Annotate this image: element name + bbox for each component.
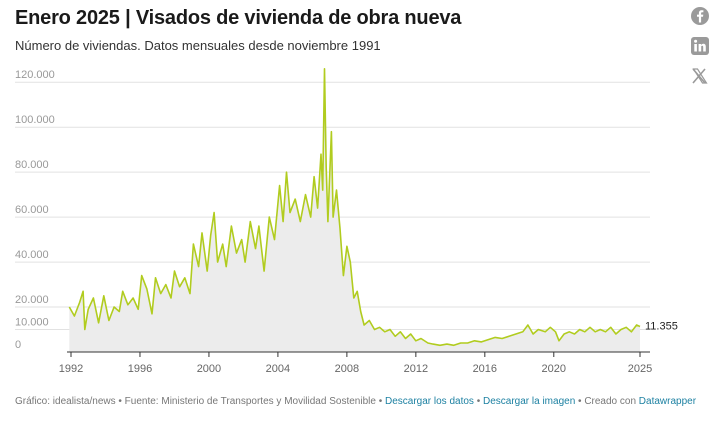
x-tick-label: 1996	[128, 363, 152, 375]
footer-source: Fuente: Ministerio de Transportes y Movi…	[124, 396, 376, 407]
footer-separator: •	[473, 396, 483, 407]
y-tick-label: 100.000	[15, 114, 55, 126]
download-data-link[interactable]: Descargar los datos	[384, 396, 474, 407]
x-tick-label: 2004	[266, 363, 290, 375]
download-image-link[interactable]: Descargar la imagen	[482, 396, 576, 407]
series-area	[69, 68, 641, 353]
x-tick-label: 2000	[197, 363, 221, 375]
facebook-icon	[691, 7, 709, 25]
x-tick-label: 2025	[628, 363, 652, 375]
chart-subtitle: Número de viviendas. Datos mensuales des…	[15, 38, 381, 53]
footer-separator: •	[375, 396, 385, 407]
linkedin-share-button[interactable]	[690, 36, 710, 56]
chart-title: Enero 2025 | Visados de vivienda de obra…	[15, 7, 462, 29]
footer: Gráfico: idealista/news • Fuente: Minist…	[15, 396, 696, 407]
x-icon	[692, 68, 708, 84]
y-tick-label: 40.000	[15, 249, 49, 261]
footer-created-with: Creado con	[584, 396, 639, 407]
x-share-button[interactable]	[690, 66, 710, 86]
facebook-share-button[interactable]	[690, 6, 710, 26]
chart-area: 0 10.000 20.000 40.000 60.000 80.000 100.000 12…	[15, 68, 678, 375]
y-tick-label: 10.000	[15, 317, 49, 329]
x-tick-label: 2020	[542, 363, 566, 375]
series-line	[68, 68, 641, 347]
x-tick-label: 2012	[404, 363, 428, 375]
x-tick-label: 1992	[59, 363, 83, 375]
y-tick-label: 0	[15, 339, 21, 351]
y-tick-label: 120.000	[15, 69, 55, 81]
x-tick-label: 2008	[335, 363, 359, 375]
footer-separator: •	[115, 396, 125, 407]
last-value-label: 11.355	[645, 320, 678, 332]
y-tick-label: 80.000	[15, 159, 49, 171]
footer-separator: •	[575, 396, 585, 407]
datawrapper-link[interactable]: Datawrapper	[638, 396, 697, 407]
linkedin-icon	[691, 37, 709, 55]
footer-credit: Gráfico: idealista/news	[15, 396, 116, 407]
y-tick-label: 20.000	[15, 294, 49, 306]
x-tick-label: 2016	[473, 363, 497, 375]
y-tick-label: 60.000	[15, 204, 49, 216]
